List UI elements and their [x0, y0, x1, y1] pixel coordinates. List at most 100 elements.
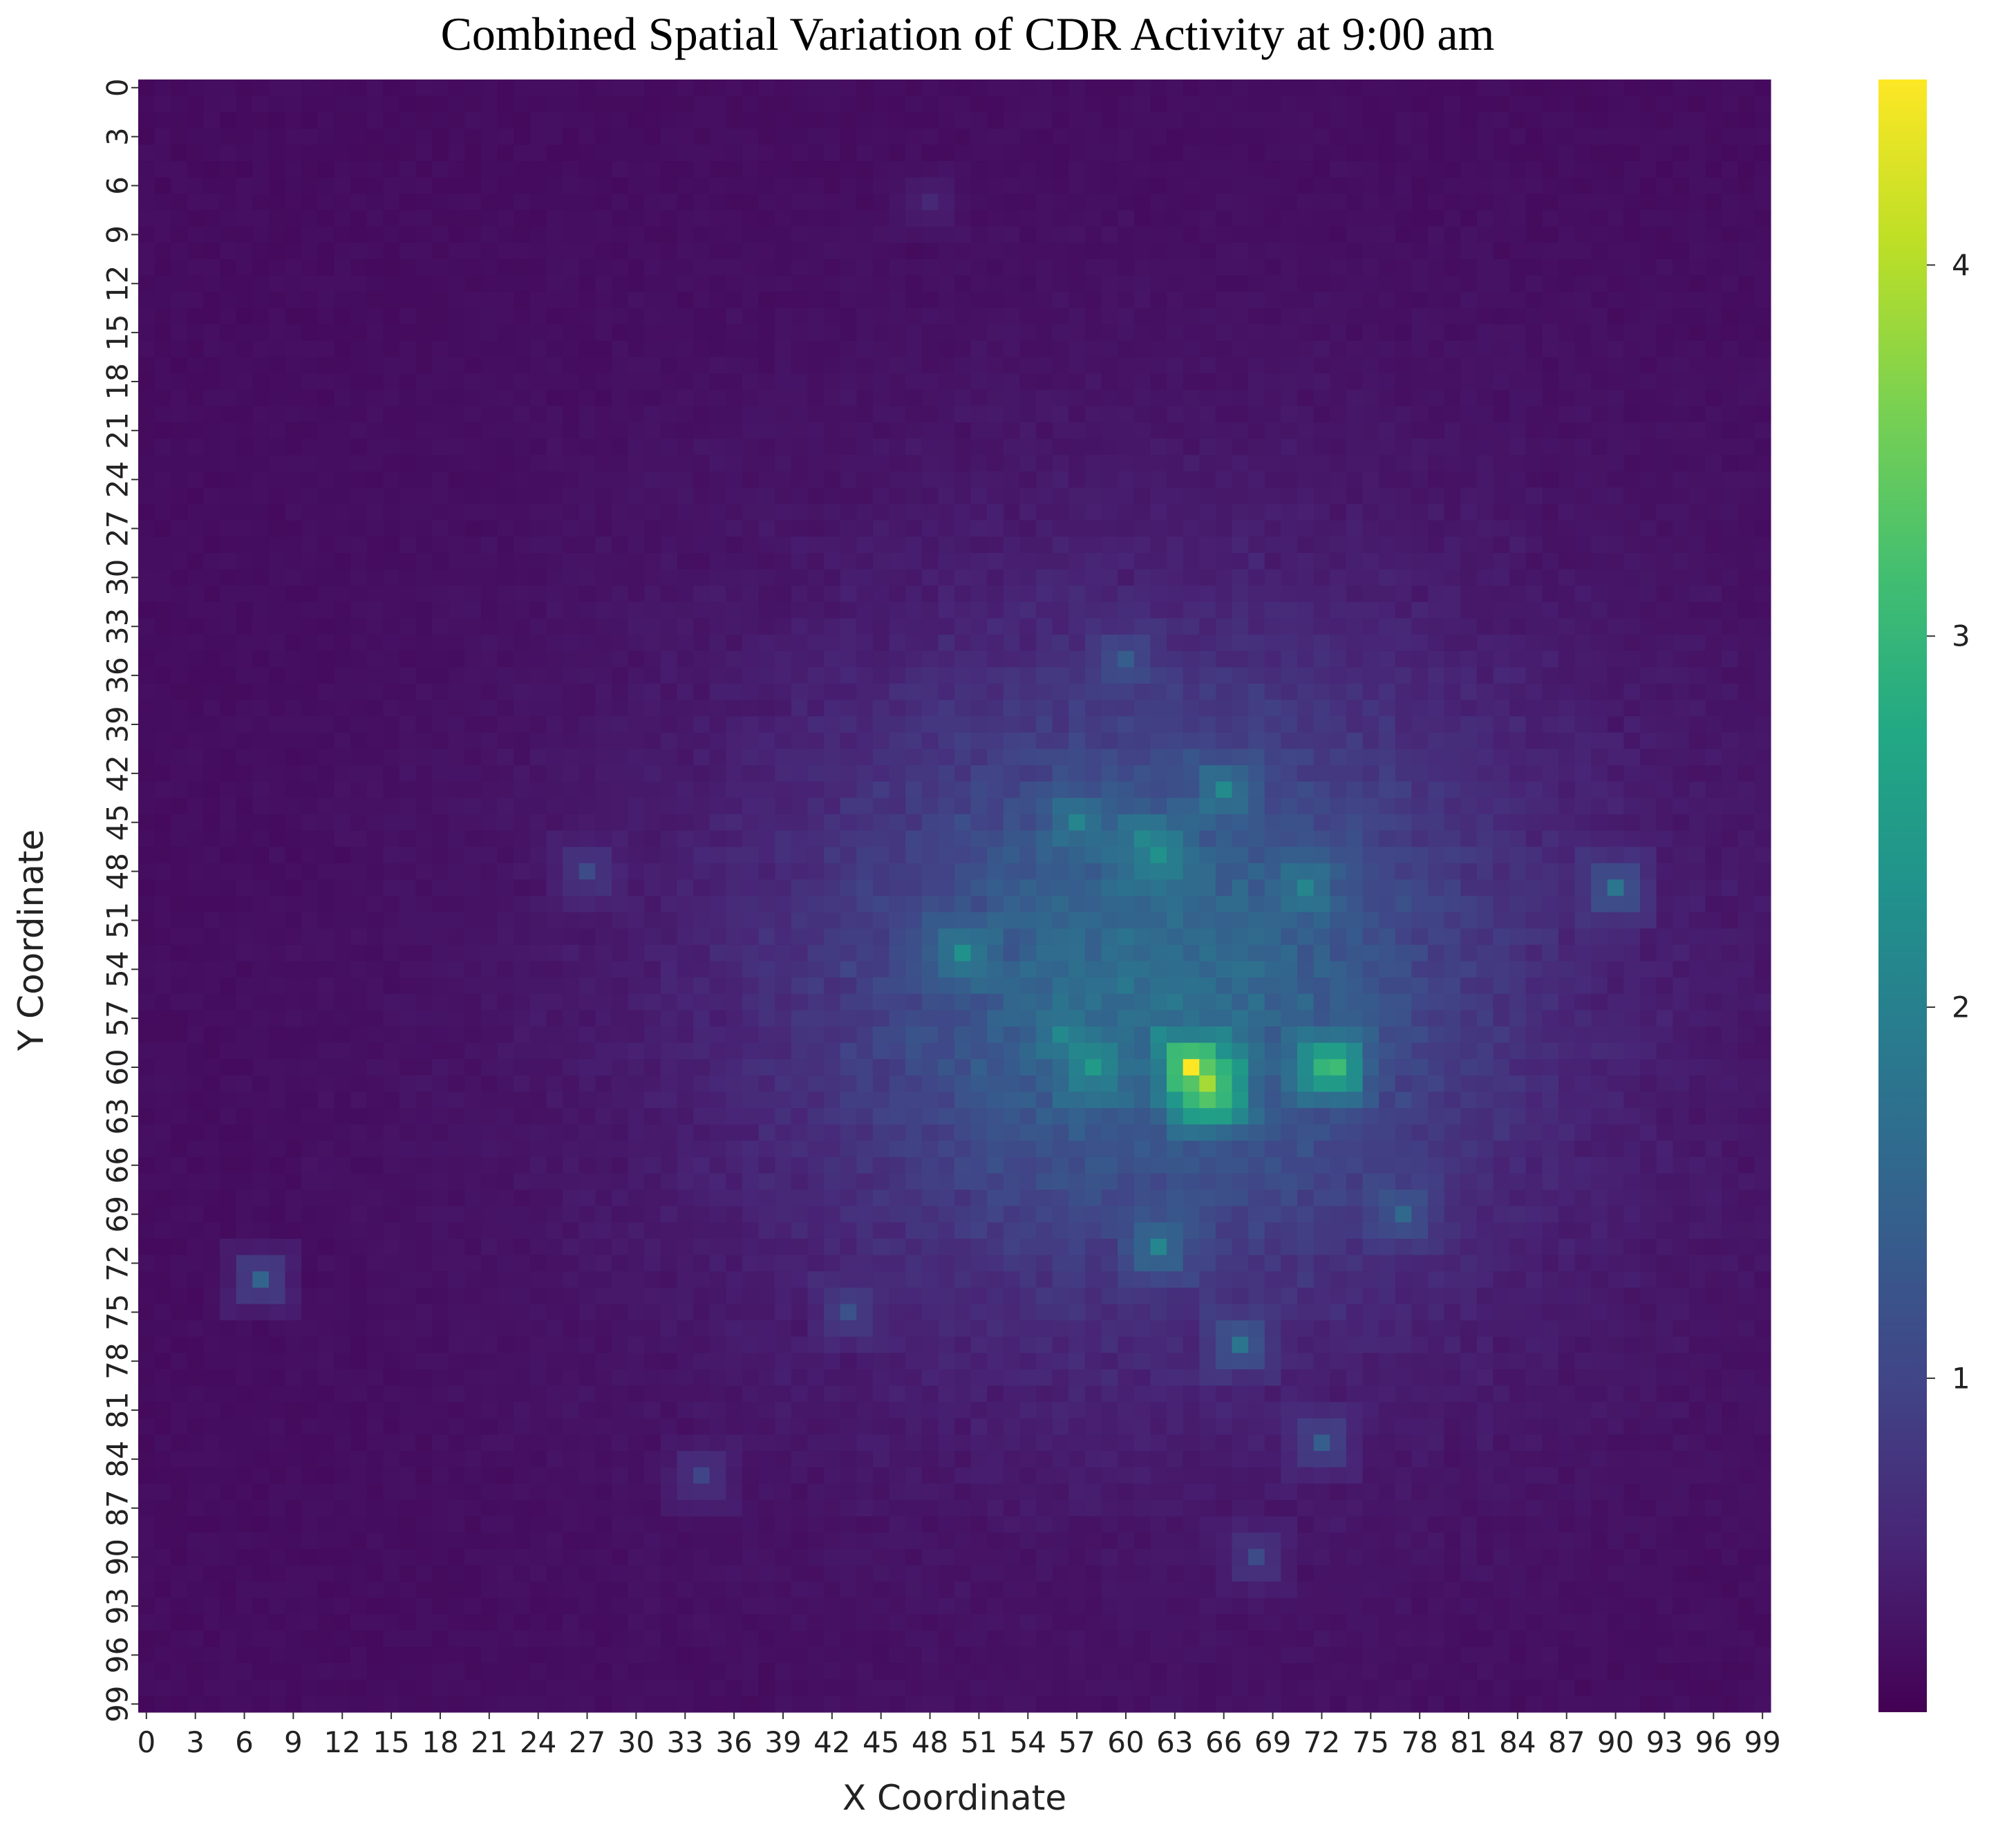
heatmap-cell: [742, 308, 760, 325]
heatmap-cell: [1264, 863, 1281, 880]
heatmap-cell: [578, 536, 596, 554]
heatmap-cell: [1476, 569, 1494, 586]
heatmap-cell: [644, 798, 661, 815]
heatmap-cell: [775, 194, 792, 211]
heatmap-cell: [775, 830, 792, 847]
heatmap-cell: [366, 95, 384, 113]
heatmap-cell: [220, 128, 237, 146]
heatmap-cell: [1525, 765, 1543, 782]
heatmap-cell: [1052, 324, 1069, 341]
heatmap-cell: [644, 324, 661, 341]
heatmap-cell: [1084, 422, 1102, 440]
heatmap-cell: [1281, 95, 1298, 113]
heatmap-cell: [1199, 667, 1216, 684]
heatmap-cell: [791, 177, 809, 194]
heatmap-cell: [203, 732, 220, 750]
heatmap-cell: [514, 128, 531, 146]
heatmap-cell: [1052, 275, 1069, 292]
heatmap-cell: [987, 601, 1004, 619]
heatmap-cell: [514, 683, 531, 701]
heatmap-cell: [1118, 308, 1135, 325]
heatmap-cell: [366, 683, 384, 701]
heatmap-cell: [1640, 863, 1657, 880]
heatmap-cell: [203, 716, 220, 733]
heatmap-cell: [872, 863, 890, 880]
heatmap-cell: [1444, 292, 1461, 309]
heatmap-cell: [872, 585, 890, 603]
heatmap-cell: [742, 340, 760, 358]
heatmap-cell: [236, 455, 253, 472]
heatmap-cell: [1542, 879, 1559, 897]
heatmap-cell: [1346, 667, 1364, 684]
heatmap-cell: [1183, 340, 1200, 358]
heatmap-cell: [448, 455, 465, 472]
heatmap-cell: [1525, 601, 1543, 619]
heatmap-cell: [268, 259, 286, 276]
heatmap-cell: [1574, 716, 1592, 733]
heatmap-cell: [1084, 650, 1102, 668]
heatmap-cell: [366, 667, 384, 684]
heatmap-cell: [187, 161, 205, 178]
heatmap-cell: [1411, 177, 1429, 194]
heatmap-cell: [1297, 601, 1315, 619]
heatmap-cell: [1052, 128, 1069, 146]
heatmap-cell: [1722, 243, 1739, 260]
heatmap-cell: [1476, 357, 1494, 374]
heatmap-cell: [1133, 226, 1151, 243]
heatmap-cell: [660, 471, 678, 489]
heatmap-cell: [399, 422, 417, 440]
heatmap-cell: [334, 373, 351, 391]
heatmap-cell: [514, 667, 531, 684]
heatmap-cell: [1640, 209, 1657, 227]
heatmap-cell: [1607, 422, 1625, 440]
heatmap-cell: [742, 112, 760, 129]
heatmap-cell: [889, 308, 906, 325]
heatmap-cell: [350, 601, 368, 619]
heatmap-cell: [1118, 814, 1135, 832]
heatmap-cell: [252, 259, 270, 276]
heatmap-cell: [1297, 814, 1315, 832]
heatmap-cell: [1052, 618, 1069, 635]
heatmap-cell: [1673, 340, 1690, 358]
heatmap-cell: [1215, 798, 1233, 815]
heatmap-cell: [791, 194, 809, 211]
heatmap-cell: [1052, 389, 1069, 406]
heatmap-cell: [252, 292, 270, 309]
heatmap-cell: [1118, 292, 1135, 309]
heatmap-cell: [171, 847, 188, 864]
heatmap-cell: [611, 406, 629, 423]
heatmap-cell: [1542, 308, 1559, 325]
heatmap-cell: [350, 700, 368, 717]
heatmap-cell: [840, 292, 857, 309]
heatmap-cell: [1493, 144, 1510, 162]
heatmap-cell: [1542, 144, 1559, 162]
heatmap-cell: [1542, 455, 1559, 472]
heatmap-cell: [1411, 700, 1429, 717]
heatmap-cell: [448, 667, 465, 684]
heatmap-cell: [628, 765, 645, 782]
heatmap-cell: [1607, 504, 1625, 521]
heatmap-cell: [514, 487, 531, 505]
heatmap-cell: [1362, 308, 1379, 325]
heatmap-cell: [187, 520, 205, 537]
heatmap-cell: [317, 487, 335, 505]
heatmap-cell: [791, 601, 809, 619]
heatmap-cell: [1003, 830, 1021, 847]
heatmap-cell: [268, 292, 286, 309]
heatmap-cell: [529, 308, 547, 325]
heatmap-cell: [693, 455, 710, 472]
heatmap-cell: [611, 667, 629, 684]
heatmap-cell: [1656, 504, 1673, 521]
heatmap-cell: [1118, 79, 1135, 97]
heatmap-cell: [187, 128, 205, 146]
heatmap-cell: [1411, 830, 1429, 847]
heatmap-cell: [220, 209, 237, 227]
heatmap-cell: [1362, 259, 1379, 276]
heatmap-cell: [1427, 700, 1445, 717]
heatmap-cell: [448, 373, 465, 391]
heatmap-cell: [840, 650, 857, 668]
heatmap-cell: [497, 798, 514, 815]
heatmap-cell: [301, 357, 319, 374]
heatmap-cell: [1493, 667, 1510, 684]
heatmap-cell: [726, 243, 743, 260]
